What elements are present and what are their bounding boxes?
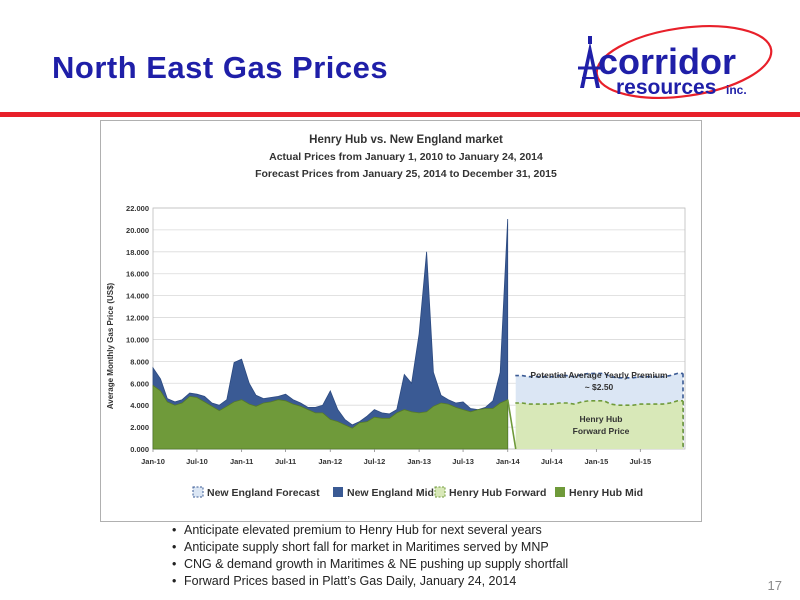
y-tick-label: 22.000 <box>126 204 149 213</box>
series-hh-mid-area <box>152 384 509 450</box>
x-tick-label: Jul-10 <box>186 457 208 466</box>
x-tick-label: Jul-14 <box>541 457 564 466</box>
y-tick-label: 20.000 <box>126 226 149 235</box>
logo-sub-text: resources <box>616 76 716 99</box>
chart-container: Henry Hub vs. New England market Actual … <box>100 120 702 522</box>
x-tick-label: Jul-12 <box>364 457 386 466</box>
series-hh-forward-line <box>515 400 683 406</box>
slide-title: North East Gas Prices <box>52 50 389 85</box>
x-tick-label: Jan-14 <box>496 457 521 466</box>
x-tick-label: Jan-11 <box>230 457 253 466</box>
x-tick-label: Jan-13 <box>407 457 431 466</box>
y-tick-label: 18.000 <box>126 248 149 257</box>
legend-label-hh-mid: Henry Hub Mid <box>569 487 643 499</box>
legend-label-ne-mid: New England Mid <box>347 487 434 499</box>
legend-label-hh-forward: Henry Hub Forward <box>449 487 546 499</box>
logo-suffix-text: inc. <box>726 83 747 97</box>
legend-swatch-ne-forecast <box>192 486 204 498</box>
y-tick-label: 4.000 <box>130 401 149 410</box>
forward-annotation-line-1: Henry Hub <box>580 414 623 424</box>
y-tick-label: 6.000 <box>130 379 149 388</box>
x-tick-label: Jul-13 <box>452 457 474 466</box>
y-tick-label: 8.000 <box>130 357 149 366</box>
y-tick-label: 12.000 <box>126 314 149 323</box>
chart-subtitle-1: Actual Prices from January 1, 2010 to Ja… <box>269 151 543 163</box>
series-hh-forward-area <box>515 400 683 449</box>
chart-title: Henry Hub vs. New England market <box>309 134 503 146</box>
x-tick-label: Jan-10 <box>141 457 165 466</box>
y-tick-label: 2.000 <box>130 423 149 432</box>
y-tick-label: 0.000 <box>130 445 149 454</box>
title-divider <box>0 112 800 117</box>
logo-mark-icon <box>578 36 602 88</box>
price-chart: Henry Hub vs. New England market Actual … <box>106 134 686 499</box>
premium-annotation-line-1: Potential Average Yearly Premium <box>530 370 668 380</box>
chart-subtitle-2: Forecast Prices from January 25, 2014 to… <box>255 168 557 180</box>
company-logo: corridor resources inc. <box>578 25 773 99</box>
bullet-list: Anticipate elevated premium to Henry Hub… <box>172 522 568 590</box>
series-hh-transition <box>506 399 517 450</box>
x-tick-label: Jul-11 <box>275 457 296 466</box>
bullet-item: Anticipate elevated premium to Henry Hub… <box>172 522 568 539</box>
legend-swatch-hh-mid <box>555 487 565 497</box>
y-axis-label: Average Monthly Gas Price (US$) <box>106 282 115 409</box>
series-ne-forecast-line <box>515 372 683 379</box>
y-tick-label: 14.000 <box>126 292 149 301</box>
x-tick-label: Jan-15 <box>584 457 608 466</box>
x-tick-label: Jul-15 <box>629 457 651 466</box>
bullet-item: Anticipate supply short fall for market … <box>172 539 568 556</box>
series-ne-mid-area <box>152 218 509 450</box>
legend-swatch-ne-mid <box>333 487 343 497</box>
x-tick-label: Jan-12 <box>318 457 342 466</box>
y-tick-label: 10.000 <box>126 335 149 344</box>
legend-label-ne-forecast: New England Forecast <box>207 487 320 499</box>
y-tick-label: 16.000 <box>126 270 149 279</box>
bullet-item: Forward Prices based in Platt’s Gas Dail… <box>172 573 568 590</box>
premium-annotation-line-2: ~ $2.50 <box>585 382 614 392</box>
bullet-item: CNG & demand growth in Maritimes & NE pu… <box>172 556 568 573</box>
page-number: 17 <box>767 578 782 593</box>
logo-main-text: corridor <box>598 41 736 82</box>
legend-swatch-hh-forward <box>434 486 446 498</box>
forward-annotation-line-2: Forward Price <box>573 426 630 436</box>
